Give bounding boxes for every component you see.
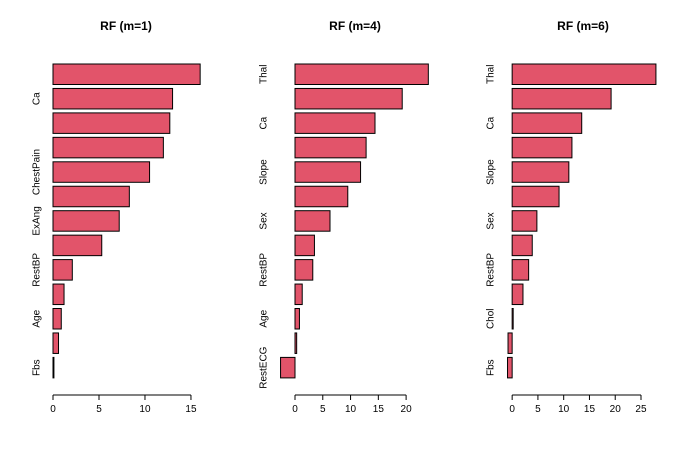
category-label: Slope [486, 159, 497, 185]
category-label: RestECG [259, 346, 270, 388]
bar [294, 136, 367, 159]
chart-panel-3: RF (m=6) Thal Ca Slope Sex RestBP Chol Fbs 0 5 10… [486, 19, 657, 415]
category-label: Thal [486, 65, 497, 84]
x-tick-label: 10 [558, 404, 570, 415]
category-label: Age [32, 309, 43, 327]
chart-panel-2: RF (m=4) Thal Ca Slope Sex RestBP Age RestECG 0… [259, 19, 429, 415]
bar [511, 308, 514, 330]
chart-title: RF (m=1) [100, 19, 152, 33]
bar [52, 259, 73, 281]
bar [511, 63, 657, 85]
category-label: Fbs [486, 359, 497, 376]
chart-panel-1: RF (m=1) Ca ChestPain ExAng RestBP Age Fbs 0 5 1… [32, 19, 201, 415]
bar [511, 185, 560, 208]
x-tick-label: 15 [373, 404, 385, 415]
category-label: Sex [259, 212, 270, 229]
category-label: ChestPain [32, 149, 43, 195]
category-label: RestBP [32, 253, 43, 287]
bar [52, 136, 164, 159]
bar [52, 356, 55, 379]
bar [294, 234, 315, 257]
bar [52, 283, 65, 306]
category-label: Fbs [32, 359, 43, 376]
x-tick-label: 15 [185, 404, 197, 415]
x-tick-label: 15 [584, 404, 596, 415]
bar [511, 161, 570, 183]
category-label: ExAng [32, 206, 43, 235]
bar [511, 210, 538, 232]
bar [52, 112, 171, 134]
bar [52, 332, 60, 354]
x-tick-label: 5 [535, 404, 541, 415]
category-label: Chol [486, 308, 497, 329]
bar [52, 161, 151, 183]
bar [511, 259, 530, 281]
x-tick-label: 5 [320, 404, 326, 415]
bar [511, 112, 583, 134]
bar [511, 234, 533, 257]
category-label: Thal [259, 65, 270, 84]
bar [294, 161, 362, 183]
bar [511, 87, 612, 110]
bar [52, 308, 62, 330]
x-tick-label: 20 [401, 404, 413, 415]
bar [294, 185, 349, 208]
x-tick-label: 5 [96, 404, 102, 415]
bar [294, 332, 298, 354]
category-label: RestBP [259, 253, 270, 287]
bar [294, 283, 303, 306]
bar [294, 63, 429, 85]
category-label: Ca [486, 116, 497, 129]
chart-title: RF (m=6) [557, 19, 609, 33]
bar [294, 308, 300, 330]
category-label: Ca [32, 92, 43, 105]
category-label: RestBP [486, 253, 497, 287]
bar [52, 185, 130, 208]
x-tick-label: 0 [509, 404, 515, 415]
bar [52, 234, 103, 257]
x-tick-label: 25 [635, 404, 647, 415]
bar [52, 210, 120, 232]
bar [52, 63, 201, 85]
bar [507, 356, 513, 379]
x-tick-label: 0 [50, 404, 56, 415]
bar [511, 283, 524, 306]
bar [294, 112, 376, 134]
bar [294, 210, 331, 232]
x-tick-label: 20 [610, 404, 622, 415]
bar [280, 356, 296, 379]
bar [294, 259, 314, 281]
bar [52, 87, 174, 110]
bar [507, 332, 513, 354]
category-label: Ca [259, 116, 270, 129]
x-tick-label: 10 [139, 404, 151, 415]
bar [294, 87, 403, 110]
x-tick-label: 0 [292, 404, 298, 415]
category-label: Sex [486, 212, 497, 229]
bar [511, 136, 573, 159]
chart-title: RF (m=4) [329, 19, 381, 33]
category-label: Age [259, 309, 270, 327]
x-tick-label: 10 [345, 404, 357, 415]
category-label: Slope [259, 159, 270, 185]
